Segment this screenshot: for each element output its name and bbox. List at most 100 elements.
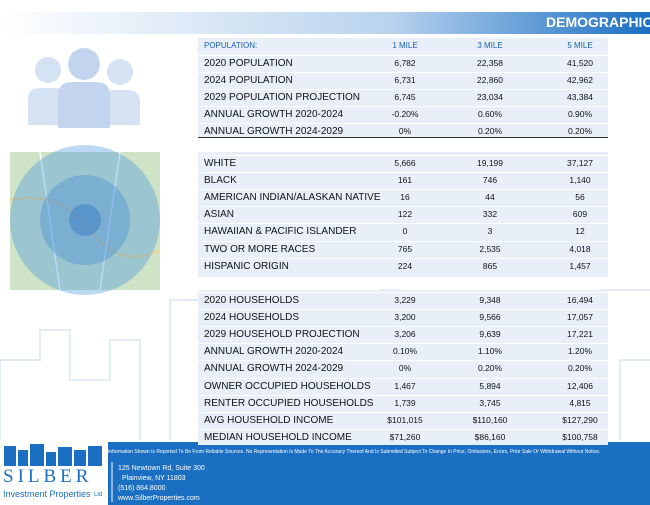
row-divider [198,123,608,125]
disclaimer: Information Shown Is Reported To Be From… [108,449,601,455]
cell: 2,535 [479,243,501,254]
row-divider [198,343,608,345]
row-divider [198,172,608,174]
cell: 0% [398,363,412,374]
cell: 6,782 [394,58,416,68]
row-divider [198,155,608,156]
people-icon [28,48,140,128]
cell: $86,160 [474,431,506,442]
cell: 0.10% [392,346,418,357]
cell: 3,200 [394,312,416,323]
cell: 9,566 [479,312,501,323]
row-divider [198,55,608,56]
cell: 3,229 [394,295,416,305]
cell: 5,894 [479,380,501,391]
cell: 44 [485,192,495,203]
logo-sub: Investment Properties [3,489,91,499]
row-divider [198,326,608,328]
row-label: ANNUAL GROWTH 2020-2024 [204,109,344,121]
cell: 161 [397,175,413,186]
cell: $100,758 [562,431,598,442]
row-label: ANNUAL GROWTH 2020-2024 [204,346,344,358]
cell: 6,745 [394,92,416,103]
row-divider [198,223,608,225]
cell: 0.60% [477,109,503,120]
row-label: ANNUAL GROWTH 2024-2029 [204,363,344,375]
row-divider [198,72,608,74]
cell: 4,018 [569,243,591,254]
row-label: AVG HOUSEHOLD INCOME [204,414,334,426]
cell: 3 [487,226,493,237]
row-label: BLACK [204,175,237,187]
cell: 1,140 [569,175,591,186]
row-label: 2020 HOUSEHOLDS [204,295,300,306]
cell: 16,494 [567,295,593,305]
cell: 224 [397,260,413,271]
cell: 37,127 [567,158,593,168]
row-divider [198,377,608,379]
row-divider [198,257,608,259]
row-divider [198,360,608,362]
cell: 1.10% [477,346,503,357]
cell: 0.20% [567,363,593,374]
cell: 3,206 [394,329,416,340]
row-divider [198,106,608,108]
row-label: HISPANIC ORIGIN [204,260,289,272]
row-label: POPULATION: [204,41,258,50]
cell: 609 [572,209,588,220]
cell: 3 MILE [477,41,503,50]
row-label: TWO OR MORE RACES [204,243,316,255]
cell: $71,260 [389,431,421,442]
cell: 5,666 [394,158,416,168]
row-label: 2020 POPULATION [204,58,293,69]
cell: 42,962 [567,75,593,86]
cell: 17,057 [567,312,593,323]
row-divider [198,428,608,430]
cell: 1 MILE [392,41,418,50]
row-label: ASIAN [204,209,235,221]
row-label: ANNUAL GROWTH 2024-2029 [204,126,344,138]
cell: 22,358 [477,58,503,68]
cell: 5 MILE [567,41,593,50]
cell: 4,815 [569,397,591,408]
website[interactable]: www.SilberProperties.com [118,495,200,502]
cell: $101,015 [387,414,423,425]
row-rule [198,137,608,138]
map [9,145,161,295]
row-label: 2024 POPULATION [204,75,293,87]
cell: $127,290 [562,414,598,425]
row-divider [198,411,608,413]
section-bg [198,38,608,138]
cell: 41,520 [567,58,593,68]
cell: 9,348 [479,295,501,305]
cell: 19,199 [477,158,503,168]
row-label: 2029 POPULATION PROJECTION [204,92,360,104]
cell: 0.90% [567,109,593,120]
row-divider [198,189,608,191]
row-divider [198,309,608,311]
cell: 9,639 [479,329,501,340]
cell: 746 [482,175,498,186]
row-label: 2029 HOUSEHOLD PROJECTION [204,329,360,341]
row-label: HAWAIIAN & PACIFIC ISLANDER [204,226,357,238]
cell: 0.20% [567,126,593,137]
cell: 6,731 [394,75,416,86]
cell: 0.20% [477,126,503,137]
address: Plainview, NY 11803 [122,475,186,482]
cell: 1,457 [569,260,591,271]
row-label: WHITE [204,158,237,169]
row-label: MEDIAN HOUSEHOLD INCOME [204,431,352,443]
row-divider [198,206,608,208]
cell: 0 [402,226,408,237]
cell: 56 [575,192,585,203]
logo-ltd: Ltd [94,492,103,498]
cell: 0.20% [477,363,503,374]
cell: 3,745 [479,397,501,408]
cell: 16 [400,192,410,203]
cell: 43,384 [567,92,593,103]
phone: (516) 864.8000 [118,485,166,492]
row-divider [198,292,608,293]
cell: 1,739 [394,397,416,408]
logo: SILBER [3,466,93,487]
